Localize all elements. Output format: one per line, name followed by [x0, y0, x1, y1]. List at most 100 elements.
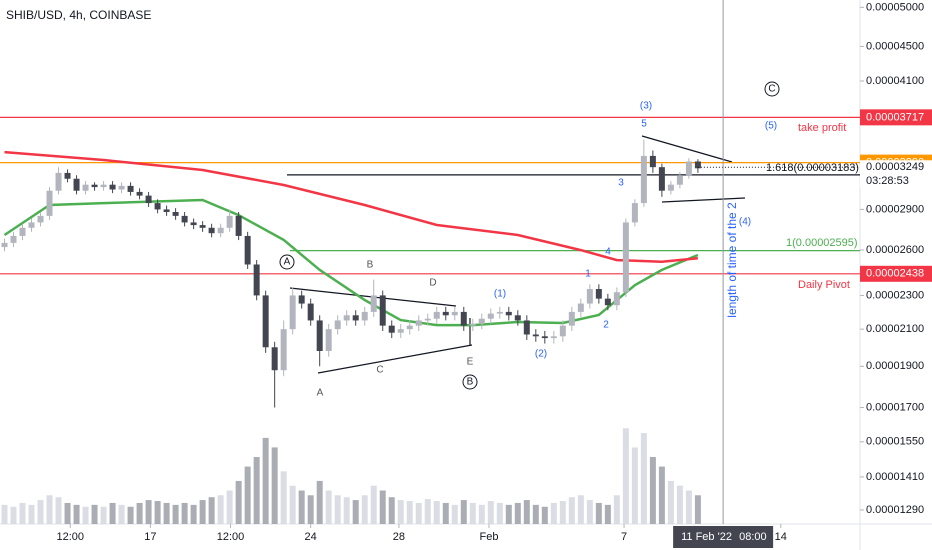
volume-bar [424, 499, 431, 524]
volume-bar [568, 497, 575, 524]
candle-body [613, 292, 620, 306]
y-tick-label: 0.00002600 [866, 244, 924, 256]
volume-bar [172, 504, 179, 524]
candle-body [163, 209, 170, 212]
candle-body [316, 320, 323, 351]
candle-body [325, 329, 332, 351]
candle-body [289, 295, 296, 330]
candle-body [235, 215, 242, 236]
wave-circle [764, 81, 780, 97]
last-price-label: 0.00003249 [866, 161, 924, 173]
candle-body [244, 235, 251, 265]
candle-body [217, 227, 224, 234]
candle-body [523, 320, 530, 335]
volume-bar [19, 502, 26, 524]
volume-bar [523, 500, 530, 524]
candle-body [181, 215, 188, 223]
volume-bar [613, 495, 620, 524]
volume-bar [190, 504, 197, 524]
volume-bar [370, 485, 377, 524]
volume-bar [325, 490, 332, 524]
volume-bar [352, 500, 359, 524]
candle-body [100, 184, 107, 188]
x-tick-label: 7 [621, 531, 627, 543]
volume-bar [487, 501, 494, 524]
candle-body [262, 295, 269, 348]
volume-bar [226, 490, 233, 524]
candle-body [1, 242, 8, 248]
candle-body [370, 295, 377, 312]
candle-body [334, 320, 341, 330]
candle-body [28, 222, 35, 228]
volume-bar [505, 504, 512, 524]
price-label-box [860, 109, 932, 126]
volume-bar [694, 495, 701, 524]
volume-bar [559, 501, 566, 524]
volume-bar [307, 495, 314, 524]
x-tick-label: 28 [393, 531, 405, 543]
candle-body [478, 318, 485, 324]
volume-bar [406, 501, 413, 524]
volume-bar [262, 437, 269, 524]
candle-body [208, 227, 215, 234]
wave-circle [462, 374, 478, 390]
annotation: C [768, 84, 775, 95]
candle-body [676, 175, 683, 185]
candle-body [91, 184, 98, 188]
volume-bar [460, 500, 467, 524]
volume-bar [622, 428, 629, 524]
volume-bar [631, 447, 638, 524]
volume-bar [136, 502, 143, 524]
volume-bar [109, 502, 116, 524]
y-tick-label: 0.00002100 [866, 323, 924, 335]
candle-body [280, 329, 287, 371]
volume-bar [649, 457, 656, 524]
level-text: take profit [798, 122, 846, 134]
annotation: D [429, 278, 436, 289]
volume-bar [388, 497, 395, 524]
candle-body [190, 222, 197, 226]
moving-average [4, 150, 699, 263]
candle-body [667, 184, 674, 191]
candle-body [541, 336, 548, 339]
candle-body [271, 347, 278, 371]
volume-bar [550, 502, 557, 524]
candle-body [352, 315, 359, 321]
crosshair-box [673, 526, 774, 548]
volume-bar [658, 466, 665, 524]
volume-bar [145, 500, 152, 524]
volume-bar [289, 485, 296, 524]
candle-body [307, 303, 314, 321]
candle-body [199, 225, 206, 228]
candle-body [145, 195, 152, 204]
annotation: (2) [535, 349, 547, 360]
x-tick-label: 12:00 [217, 531, 245, 543]
x-tick-label: 14 [775, 531, 787, 543]
volume-bar [343, 497, 350, 524]
candle-body [298, 295, 305, 304]
volume-bar [667, 480, 674, 524]
annotation: B [467, 377, 474, 388]
volume-bar [514, 502, 521, 524]
candle-body [442, 311, 449, 316]
candle-body [55, 172, 62, 191]
volume-bar [181, 502, 188, 524]
candle-body [595, 289, 602, 299]
volume-bar [595, 502, 602, 524]
candle-body [253, 264, 260, 296]
candle-body [10, 235, 17, 243]
candle-body [469, 323, 476, 326]
x-tick-label: Feb [479, 531, 498, 543]
volume-bar [235, 480, 242, 524]
y-tick-label: 0.00005000 [866, 1, 924, 13]
candle-body [694, 161, 701, 169]
volume-bar [478, 504, 485, 524]
annotation: 1 [585, 269, 591, 280]
volume-bar [73, 504, 80, 524]
volume-bar [127, 506, 134, 524]
annotation: 2 [603, 320, 609, 331]
candle-body [64, 172, 71, 179]
volume-bar [154, 501, 161, 524]
candle-body [658, 167, 665, 191]
volume-bar [91, 504, 98, 524]
